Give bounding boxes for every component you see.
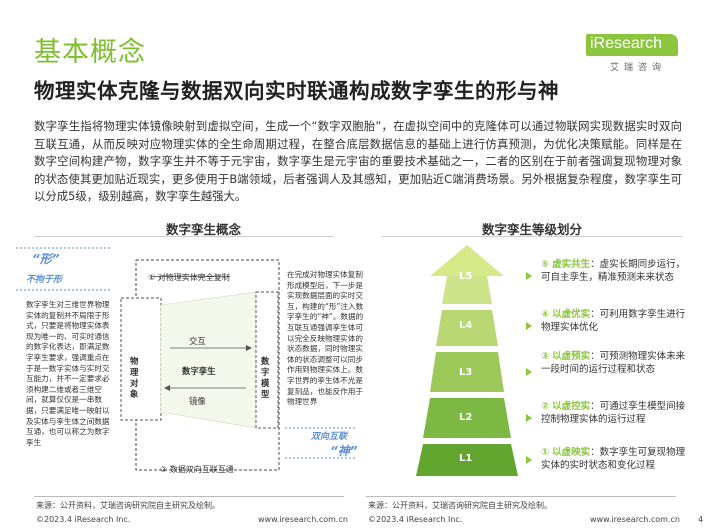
level-item-l4: ④ 以虚优实：可利用数字孪生进行物理实体优化	[541, 309, 689, 335]
mirror-label: 镜像	[189, 396, 206, 406]
exchange-label: ② 数据双向互联互通	[160, 465, 234, 474]
level-item-l5: ⑤ 虚实共生：虚实长期同步运行，可自主孪生，精准预测未来状态	[541, 259, 689, 285]
level-pointer-l4	[526, 322, 532, 330]
left-source: 来源：公开资料，艾瑞咨询研究院自主研究及绘制。	[36, 501, 220, 510]
right-footer-divider	[366, 496, 676, 497]
level-name-l4: 以虚优实	[552, 309, 591, 320]
level-badge-l4: L4	[459, 320, 473, 331]
logo-badge: iResearch	[586, 34, 678, 56]
page-title: 基本概念	[34, 37, 146, 68]
logo-subtext: 艾瑞咨询	[610, 63, 667, 73]
level-item-l3: ③ 以虚预实：可预测物理实体未来一段时间的运行过程和状态	[541, 351, 689, 377]
level-desc-l1: ：数字孪生可复现物理实体的实时状态和变化过程	[541, 447, 686, 471]
level-name-l2: 以虚控实	[552, 401, 591, 412]
level-name-l3: 以虚预实	[552, 351, 591, 362]
level-num-l1: ①	[541, 447, 550, 458]
level-badge-l3: L3	[459, 367, 473, 378]
level-badge-l5: L5	[459, 271, 473, 282]
copy-label: ① 对物理实体完全复制	[148, 273, 230, 282]
xing-label: “形”	[32, 252, 60, 266]
pyramid-arrow-head	[430, 245, 504, 276]
right-url[interactable]: www.iresearch.com.cn	[590, 515, 680, 524]
pyramid-band-l3	[430, 352, 504, 392]
level-num-l2: ②	[541, 401, 550, 412]
shen-label: “神”	[330, 444, 358, 458]
twin-concept-diagram	[16, 247, 355, 471]
digital-model-label: 数字模型	[261, 356, 270, 399]
shen-description: 在完成对物理实体复制形成模型后，下一步是实现数据层面的实时交互，构建的“形”注入…	[287, 270, 364, 407]
copy-connector	[150, 276, 230, 277]
logo-text: iResearch	[590, 35, 663, 52]
level-desc-l3: ：可预测物理实体未来一段时间的运行过程和状态	[541, 351, 686, 375]
xing-sublabel: 不拘于形	[26, 275, 63, 285]
digital-model-box	[255, 291, 279, 429]
twin-label: 数字孪生	[182, 366, 216, 376]
level-pointer-l3	[526, 368, 532, 376]
left-copyright: ©2023.4 iResearch Inc.	[36, 515, 131, 524]
pyramid-band-l2	[423, 398, 511, 438]
physical-object-box	[120, 297, 162, 421]
right-section-title: 数字孪生等级划分	[482, 222, 583, 237]
right-section-divider	[382, 236, 682, 237]
left-section-divider	[34, 236, 334, 237]
xing-description: 数字孪生对三维世界物理实体的复制并不局限于形式，只要是将物理实体表现为唯一的、可…	[26, 300, 110, 447]
right-source: 来源：公开资料，艾瑞咨询研究院自主研究及绘制。	[368, 501, 552, 510]
iresearch-logo: iResearch 艾瑞咨询	[586, 34, 678, 74]
level-name-l5: 虚实共生	[552, 259, 591, 270]
level-pointer-l1	[526, 456, 532, 464]
left-url[interactable]: www.iresearch.com.cn	[258, 515, 348, 524]
level-desc-l5: ：虚实长期同步运行，可自主孪生，精准预测未来状态	[541, 259, 686, 283]
level-pointer-l5	[526, 272, 532, 280]
left-section-title: 数字孪生概念	[166, 222, 242, 237]
level-num-l3: ③	[541, 351, 550, 362]
shen-sublabel: 双向互联	[311, 432, 348, 442]
level-item-l1: ① 以虚映实：数字孪生可复现物理实体的实时状态和变化过程	[541, 447, 689, 473]
level-item-l2: ② 以虚控实：可通过孪生模型间接控制物理实体的运行过程	[541, 401, 689, 427]
level-badge-l1: L1	[459, 453, 473, 464]
arrow-interact-head	[246, 345, 252, 351]
arrow-mirror-head	[164, 385, 170, 391]
level-badge-l2: L2	[459, 412, 473, 423]
intro-paragraph: 数字孪生指将物理实体镜像映射到虚拟空间，生成一个“数字双胞胎”，在虚拟空间中的克…	[34, 119, 682, 203]
twin-channel	[160, 291, 257, 429]
level-desc-l2: ：可通过孪生模型间接控制物理实体的运行过程	[541, 401, 686, 425]
left-footer-divider	[34, 496, 344, 497]
right-copyright: ©2023.4 iResearch Inc.	[368, 515, 463, 524]
physical-object-label: 物理对象	[130, 356, 139, 399]
level-name-l1: 以虚映实	[552, 447, 591, 458]
interact-label: 交互	[189, 336, 206, 346]
level-pointer-l2	[526, 414, 532, 422]
level-num-l4: ④	[541, 309, 550, 320]
page-subtitle: 物理实体克隆与数据双向实时联通构成数字孪生的形与神	[34, 79, 559, 103]
pyramid-band-l1	[416, 444, 518, 476]
level-pyramid	[416, 245, 532, 476]
page-number: 4	[698, 515, 704, 524]
level-desc-l4: ：可利用数字孪生进行物理实体优化	[541, 309, 686, 333]
pyramid-band-l4	[436, 310, 498, 346]
level-num-l5: ⑤	[541, 259, 550, 270]
pyramid-band-l5	[442, 276, 492, 304]
